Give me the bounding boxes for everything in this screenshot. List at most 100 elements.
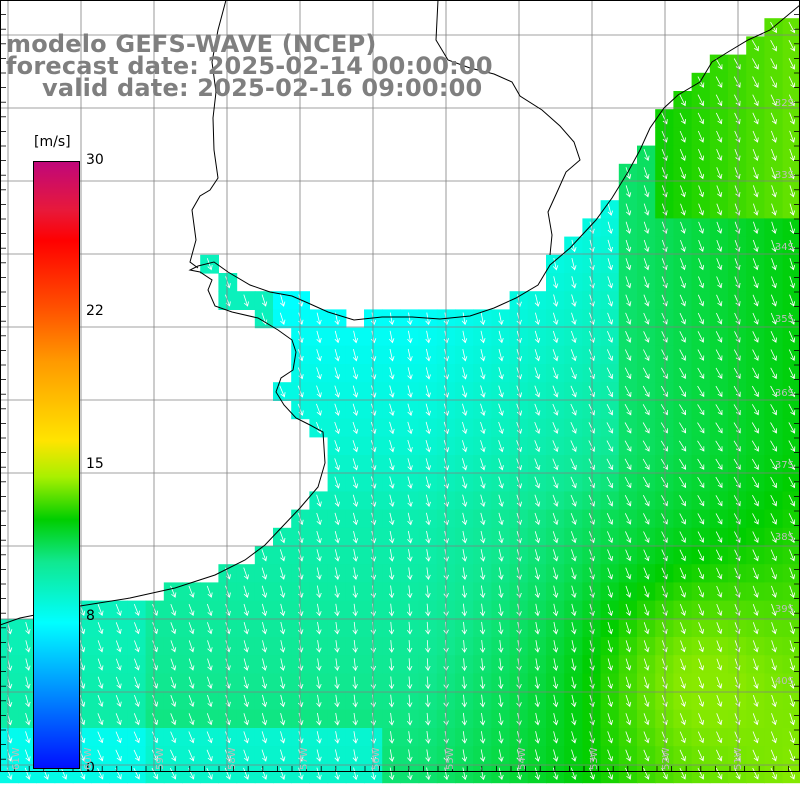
wind-arrow xyxy=(770,495,777,507)
wind-arrow xyxy=(24,749,31,762)
wind-arrow xyxy=(643,513,650,525)
wind-arrow xyxy=(552,531,559,544)
wind-arrow xyxy=(280,567,286,580)
wind-arrow xyxy=(715,112,723,125)
wind-arrow xyxy=(770,331,777,343)
wind-cell xyxy=(782,582,800,602)
wind-arrow xyxy=(534,621,540,635)
wind-arrow xyxy=(661,276,668,289)
wind-arrow xyxy=(115,622,122,635)
wind-arrow xyxy=(534,440,541,453)
wind-arrow xyxy=(607,331,614,343)
wind-arrow xyxy=(625,749,632,762)
wind-arrow xyxy=(715,404,723,416)
wind-arrow xyxy=(334,458,340,471)
wind-arrow xyxy=(660,476,668,489)
wind-cell xyxy=(782,236,800,256)
lat-label: 32S xyxy=(774,98,794,109)
wind-cell xyxy=(782,491,800,511)
wind-arrow xyxy=(352,712,358,726)
wind-arrow xyxy=(571,731,577,744)
wind-arrow xyxy=(751,40,759,52)
wind-arrow xyxy=(715,440,723,452)
wind-arrow xyxy=(589,330,595,344)
wind-arrow xyxy=(334,731,340,744)
wind-arrow xyxy=(498,421,504,435)
wind-arrow xyxy=(352,767,359,781)
wind-cell xyxy=(782,691,800,711)
wind-arrow xyxy=(261,567,268,580)
wind-arrow xyxy=(352,658,358,672)
wind-arrow xyxy=(207,622,213,635)
wind-arrow xyxy=(25,694,31,708)
wind-arrow xyxy=(552,713,559,726)
wind-arrow xyxy=(716,130,723,143)
wind-cell xyxy=(782,72,800,92)
wind-arrow xyxy=(716,658,723,671)
wind-arrow xyxy=(279,640,286,653)
wind-arrow xyxy=(115,694,122,708)
wind-arrow xyxy=(606,494,614,507)
wind-arrow xyxy=(771,713,777,726)
wind-arrow xyxy=(789,676,795,689)
wind-arrow xyxy=(425,676,431,690)
wind-arrow xyxy=(625,694,632,708)
wind-arrow xyxy=(679,112,686,125)
wind-arrow xyxy=(170,622,177,635)
wind-arrow xyxy=(407,385,413,398)
wind-arrow xyxy=(316,712,322,726)
wind-arrow xyxy=(788,494,796,507)
wind-arrow xyxy=(279,694,286,708)
wind-arrow xyxy=(479,621,486,635)
wind-arrow xyxy=(334,621,340,635)
wind-arrow xyxy=(425,767,431,781)
wind-arrow xyxy=(261,640,268,653)
wind-arrow xyxy=(624,495,632,507)
wind-arrow xyxy=(571,312,577,325)
wind-arrow xyxy=(316,349,322,362)
lat-label: 34S xyxy=(774,242,794,253)
wind-arrow xyxy=(771,694,777,708)
wind-arrow xyxy=(134,676,140,689)
wind-arrow xyxy=(553,549,559,562)
wind-arrow xyxy=(388,658,395,672)
wind-arrow xyxy=(716,312,723,325)
wind-arrow xyxy=(207,676,213,689)
wind-arrow xyxy=(752,749,759,762)
wind-arrow xyxy=(716,203,723,216)
wind-arrow xyxy=(607,549,614,562)
wind-arrow xyxy=(534,294,541,307)
wind-arrow xyxy=(661,749,668,762)
wind-arrow xyxy=(625,549,632,562)
wind-arrow xyxy=(97,622,104,635)
wind-arrow xyxy=(716,603,723,617)
wind-arrow xyxy=(388,567,395,580)
wind-arrow xyxy=(752,239,759,253)
wind-arrow xyxy=(589,694,595,708)
wind-arrow xyxy=(661,531,668,543)
wind-arrow xyxy=(170,731,177,744)
wind-arrow xyxy=(733,385,741,398)
wind-arrow xyxy=(643,731,650,744)
wind-arrow xyxy=(607,676,613,690)
wind-arrow xyxy=(734,658,741,671)
wind-arrow xyxy=(697,404,705,416)
wind-arrow xyxy=(680,622,686,635)
colorbar-tick: 0 xyxy=(86,760,95,776)
wind-arrow xyxy=(661,185,668,198)
wind-arrow xyxy=(570,512,577,526)
wind-cell xyxy=(782,145,800,165)
wind-arrow xyxy=(461,658,468,672)
wind-cell xyxy=(782,527,800,547)
wind-arrow xyxy=(733,440,741,452)
wind-arrow xyxy=(188,713,195,726)
wind-arrow xyxy=(642,495,650,507)
wind-arrow xyxy=(752,713,759,726)
wind-arrow xyxy=(716,640,723,653)
wind-arrow xyxy=(715,513,723,525)
wind-arrow xyxy=(753,658,759,671)
wind-arrow xyxy=(625,294,632,307)
wind-arrow xyxy=(789,148,795,162)
lon-label: 58W xyxy=(227,747,238,770)
wind-arrow xyxy=(734,203,741,216)
